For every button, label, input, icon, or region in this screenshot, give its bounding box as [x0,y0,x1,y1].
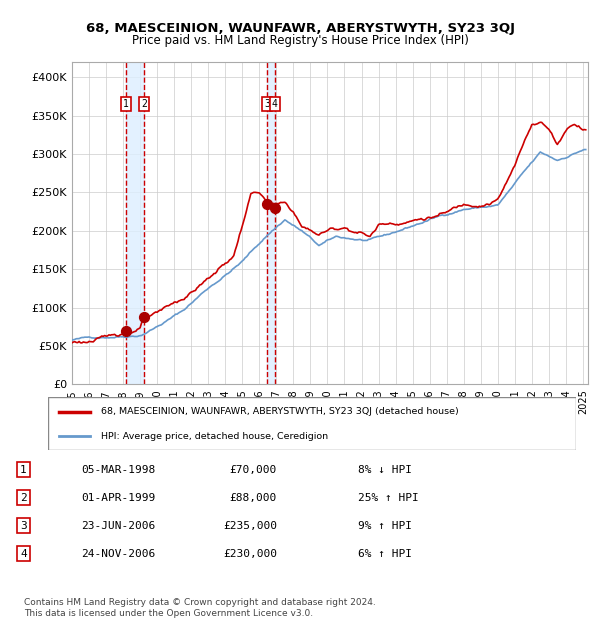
Point [263,199,272,209]
Text: £235,000: £235,000 [223,521,277,531]
Text: £88,000: £88,000 [230,493,277,503]
Text: 68, MAESCEINION, WAUNFAWR, ABERYSTWYTH, SY23 3QJ: 68, MAESCEINION, WAUNFAWR, ABERYSTWYTH, … [86,22,515,35]
Text: 1: 1 [20,464,27,475]
Text: 6% ↑ HPI: 6% ↑ HPI [358,549,412,559]
Text: £70,000: £70,000 [230,464,277,475]
Text: 23-JUN-2006: 23-JUN-2006 [81,521,155,531]
Text: 1: 1 [123,99,129,109]
Point [121,326,131,335]
Text: 25% ↑ HPI: 25% ↑ HPI [358,493,418,503]
Text: HPI: Average price, detached house, Ceredigion: HPI: Average price, detached house, Cere… [101,432,328,441]
Text: 2: 2 [20,493,27,503]
Text: 3: 3 [20,521,27,531]
Point [270,203,280,213]
Text: 68, MAESCEINION, WAUNFAWR, ABERYSTWYTH, SY23 3QJ (detached house): 68, MAESCEINION, WAUNFAWR, ABERYSTWYTH, … [101,407,458,416]
Text: 8% ↓ HPI: 8% ↓ HPI [358,464,412,475]
Text: 2: 2 [142,99,148,109]
Bar [126,62,145,384]
Text: 3: 3 [265,99,270,109]
FancyBboxPatch shape [48,397,576,450]
Text: 4: 4 [272,99,278,109]
Text: 4: 4 [20,549,27,559]
Text: £230,000: £230,000 [223,549,277,559]
Text: 24-NOV-2006: 24-NOV-2006 [81,549,155,559]
Text: Price paid vs. HM Land Registry's House Price Index (HPI): Price paid vs. HM Land Registry's House … [131,34,469,47]
Text: Contains HM Land Registry data © Crown copyright and database right 2024.
This d: Contains HM Land Registry data © Crown c… [24,598,376,618]
Point [140,312,149,322]
Text: 05-MAR-1998: 05-MAR-1998 [81,464,155,475]
Text: 9% ↑ HPI: 9% ↑ HPI [358,521,412,531]
Text: 01-APR-1999: 01-APR-1999 [81,493,155,503]
Bar [268,62,275,384]
